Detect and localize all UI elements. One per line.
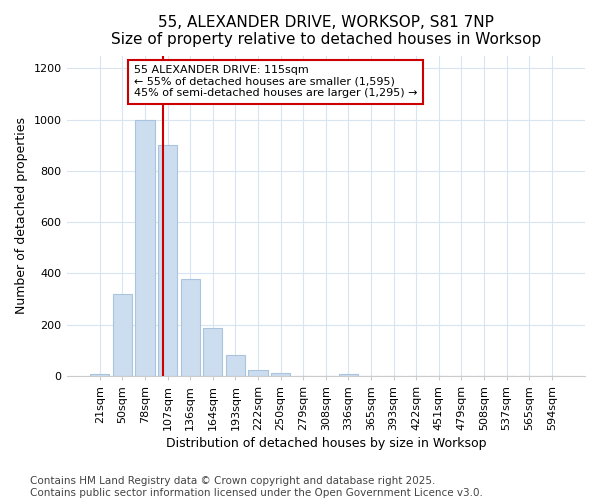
- Bar: [158, 145, 177, 376]
- Bar: [90, 374, 109, 376]
- X-axis label: Distribution of detached houses by size in Worksop: Distribution of detached houses by size …: [166, 437, 486, 450]
- Bar: [226, 356, 245, 376]
- Y-axis label: Number of detached properties: Number of detached properties: [15, 117, 28, 314]
- Bar: [181, 278, 200, 376]
- Title: 55, ALEXANDER DRIVE, WORKSOP, S81 7NP
Size of property relative to detached hous: 55, ALEXANDER DRIVE, WORKSOP, S81 7NP Si…: [110, 15, 541, 48]
- Bar: [248, 370, 268, 376]
- Bar: [113, 294, 132, 376]
- Text: Contains HM Land Registry data © Crown copyright and database right 2025.
Contai: Contains HM Land Registry data © Crown c…: [30, 476, 483, 498]
- Bar: [136, 120, 155, 376]
- Bar: [271, 374, 290, 376]
- Bar: [339, 374, 358, 376]
- Bar: [203, 328, 223, 376]
- Text: 55 ALEXANDER DRIVE: 115sqm
← 55% of detached houses are smaller (1,595)
45% of s: 55 ALEXANDER DRIVE: 115sqm ← 55% of deta…: [134, 65, 418, 98]
